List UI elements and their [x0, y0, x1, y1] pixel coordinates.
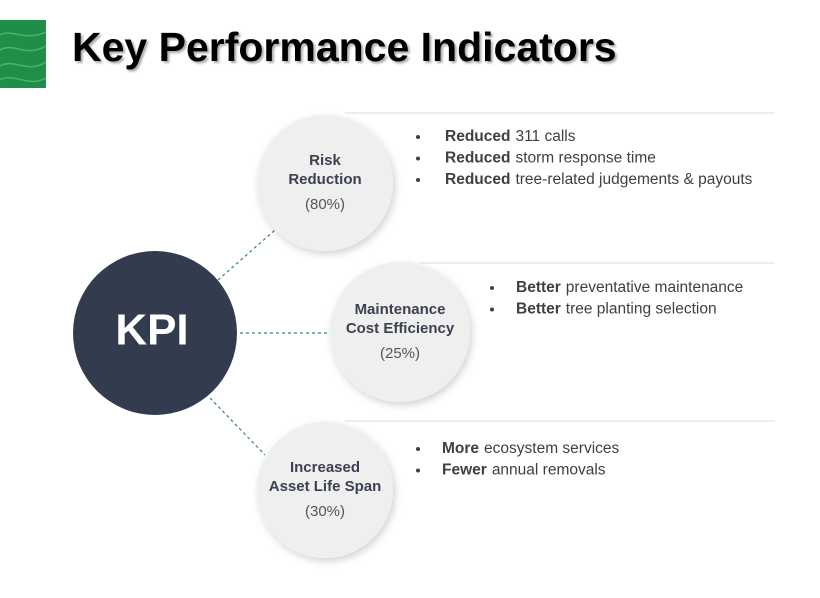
- logo-pattern: [0, 31, 47, 83]
- bullet-text: 311 calls: [515, 128, 575, 145]
- bullet-dot: [416, 178, 420, 182]
- bullet-bold: Reduced: [445, 150, 510, 167]
- bullet-bold: Fewer: [442, 462, 487, 479]
- node-label: Asset Life Span: [269, 478, 382, 495]
- bullet-dot: [416, 135, 420, 139]
- bullet-bold: Reduced: [445, 171, 510, 188]
- bullet: Reduced 311 calls: [445, 128, 576, 145]
- bullet-text: tree planting selection: [566, 301, 717, 318]
- bullet: More ecosystem services: [442, 440, 620, 457]
- bullet-bold: Reduced: [445, 128, 510, 145]
- bullet-text: ecosystem services: [484, 440, 619, 457]
- node-label: Risk: [309, 152, 341, 169]
- title: Key Performance Indicators: [72, 24, 617, 70]
- bullet-text: tree-related judgements & payouts: [515, 171, 752, 188]
- bullet-text: annual removals: [492, 462, 606, 479]
- node-circle: [257, 115, 393, 251]
- bullet-text: storm response time: [515, 150, 655, 167]
- node-circle: [257, 422, 393, 558]
- bullet-dot: [490, 286, 494, 290]
- kpi-label: KPI: [115, 306, 188, 355]
- bullet: Better tree planting selection: [516, 301, 717, 318]
- node-circle: [330, 262, 470, 402]
- node-share: (80%): [305, 196, 345, 213]
- bullet: Reduced tree-related judgements & payouts: [445, 171, 753, 188]
- node-label: Increased: [290, 459, 360, 476]
- bullet-dot: [416, 156, 420, 161]
- logo-square: [0, 20, 46, 88]
- bullet-bold: More: [442, 440, 479, 457]
- node-share: (25%): [380, 345, 420, 362]
- connectors: [209, 229, 330, 456]
- bullet-bold: Better: [516, 301, 561, 318]
- bullet: Reduced storm response time: [445, 150, 656, 167]
- bullet: Fewer annual removals: [442, 462, 606, 479]
- node-label: Reduction: [288, 171, 361, 188]
- bullet-dot: [416, 468, 420, 473]
- node-label: Cost Efficiency: [346, 320, 455, 337]
- bullet-dot: [490, 307, 494, 312]
- separators: [345, 112, 775, 422]
- node-label: Maintenance: [355, 301, 446, 318]
- kpi-circle: [73, 251, 237, 415]
- bullet-text: preventative maintenance: [566, 279, 744, 296]
- node-share: (30%): [305, 503, 345, 520]
- bullet-dot: [416, 447, 420, 451]
- bullet: Better preventative maintenance: [516, 279, 743, 296]
- bullet-bold: Better: [516, 279, 561, 296]
